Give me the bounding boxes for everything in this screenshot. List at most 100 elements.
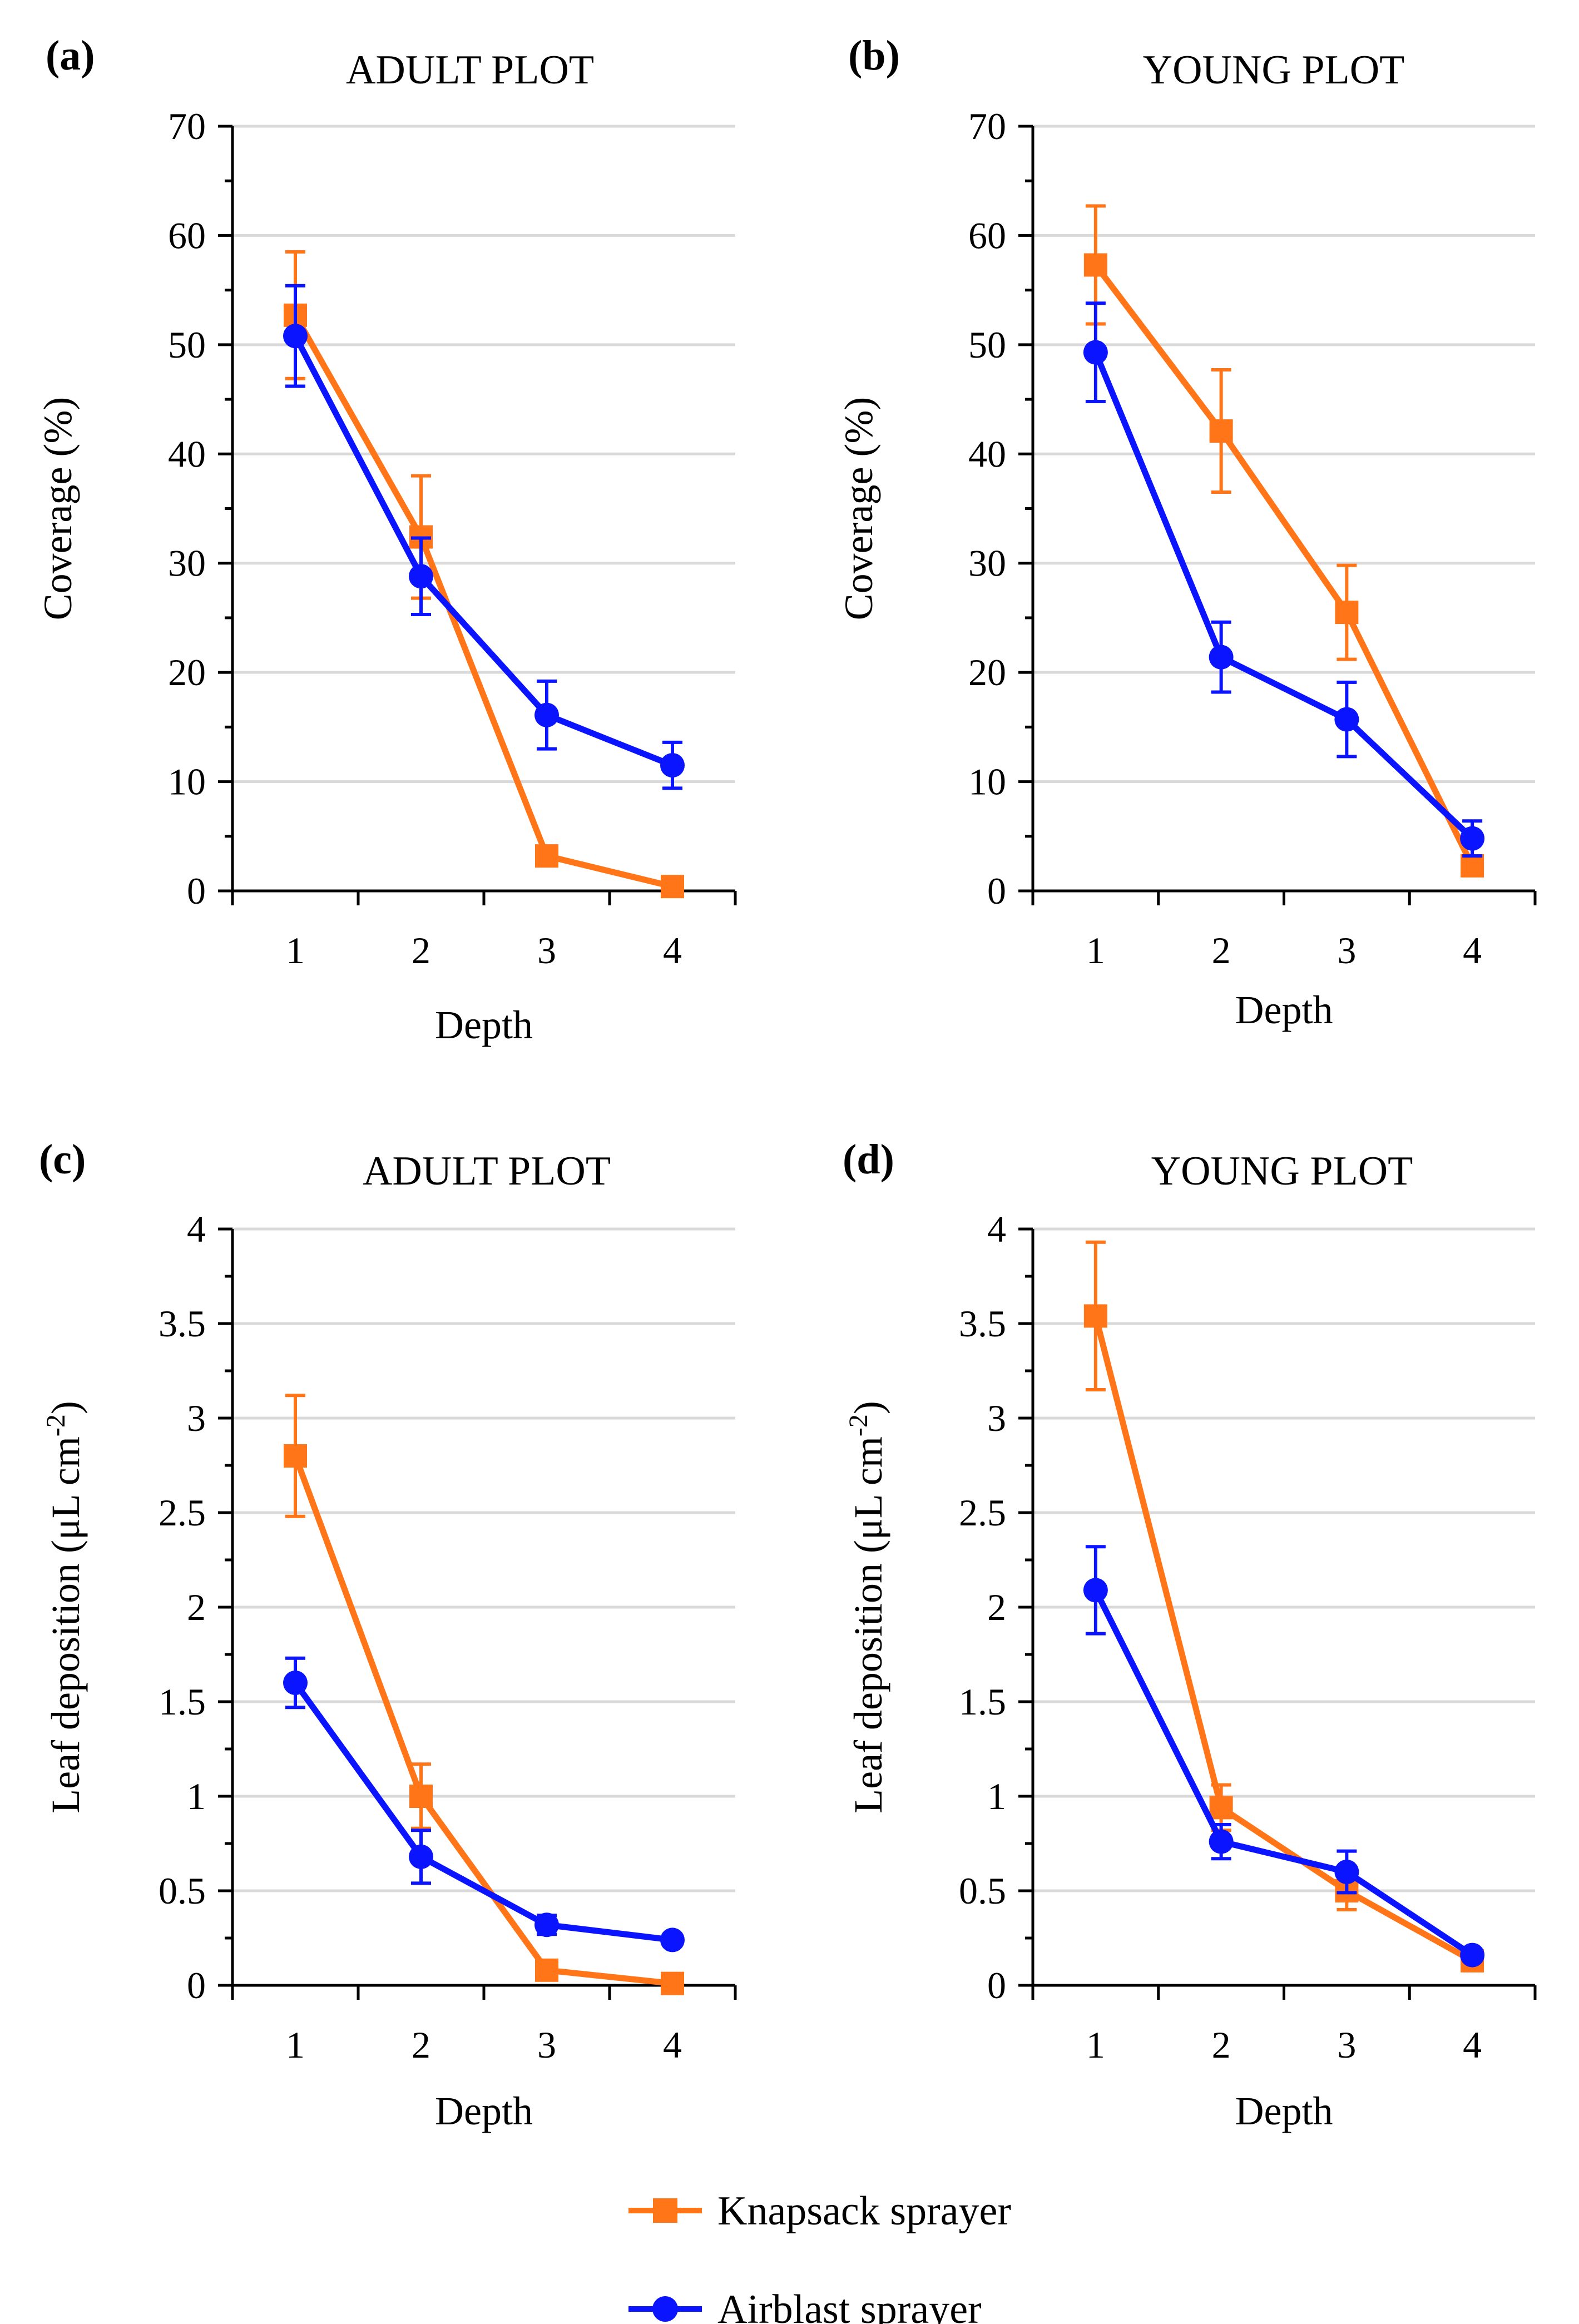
data-point	[1334, 707, 1359, 732]
panel-label: (d)	[843, 1136, 894, 1183]
data-point	[409, 1785, 433, 1808]
y-axis-label-superscript: -2	[41, 1414, 71, 1436]
x-tick-label: 3	[537, 2024, 556, 2066]
x-tick-label: 4	[663, 2024, 682, 2066]
y-tick-label: 50	[968, 324, 1006, 366]
y-tick-label: 1.5	[959, 1681, 1006, 1723]
x-tick-label: 1	[1086, 2024, 1105, 2066]
y-tick-label: 3.5	[959, 1302, 1006, 1345]
chart-title: YOUNG PLOT	[1143, 47, 1405, 93]
y-tick-label: 70	[968, 105, 1006, 147]
y-axis-label: Coverage (%)	[36, 397, 80, 621]
series-line	[1092, 351, 1474, 841]
data-point	[1209, 1829, 1234, 1854]
legend-label-airblast: Airblast sprayer	[717, 2287, 982, 2324]
x-axis-label: Depth	[1235, 2089, 1333, 2133]
data-point	[1334, 1860, 1359, 1884]
y-tick-label: 40	[968, 433, 1006, 475]
x-tick-label: 2	[1212, 2024, 1231, 2066]
y-tick-label: 40	[168, 433, 206, 475]
series-airblast	[1083, 301, 1485, 858]
y-axis-label-main: Leaf deposition (μL cm	[846, 1436, 890, 1813]
data-point	[1460, 826, 1485, 851]
y-tick-label: 20	[968, 651, 1006, 693]
series-line	[293, 314, 674, 890]
data-point	[1083, 340, 1108, 365]
y-tick-label: 3	[187, 1397, 206, 1439]
panel-label: (b)	[848, 32, 900, 79]
series-line	[1092, 1315, 1474, 1964]
x-axis-label: Depth	[1235, 988, 1333, 1032]
y-tick-label: 20	[168, 651, 206, 693]
x-tick-label: 1	[286, 929, 305, 972]
chart-title: ADULT PLOT	[346, 47, 594, 93]
chart-panel-4: 0 0.5 1 1.5 2 2.5 3 3.5 4 1 2 3 4 (d) YOUNG PLOT Depth L…	[843, 1136, 1537, 2133]
legend-marker-airblast	[652, 2296, 678, 2322]
chart-title: YOUNG PLOT	[1151, 1148, 1413, 1194]
data-point	[1083, 253, 1107, 277]
y-tick-label: 2	[987, 1586, 1006, 1628]
y-tick-label: 2.5	[959, 1491, 1006, 1534]
series-line	[1093, 263, 1476, 868]
data-point	[661, 1971, 684, 1995]
series-airblast	[1083, 1545, 1485, 1968]
y-axis-label-main: Coverage (%)	[36, 397, 80, 621]
series-line	[293, 1681, 673, 1943]
data-point	[1335, 601, 1359, 625]
y-tick-label: 4	[987, 1208, 1006, 1250]
panel-label: (c)	[39, 1136, 86, 1183]
chart-title: ADULT PLOT	[363, 1148, 611, 1194]
y-axis-label: Coverage (%)	[836, 397, 881, 621]
x-tick-label: 1	[1086, 929, 1105, 972]
y-axis-label: Leaf deposition (μL cm-2)	[41, 1401, 88, 1813]
y-tick-label: 4	[187, 1208, 206, 1250]
data-point	[534, 702, 559, 727]
data-point	[283, 324, 308, 349]
data-point	[283, 1671, 308, 1695]
legend-marker-knapsack	[653, 2198, 677, 2223]
data-point	[535, 1958, 558, 1982]
y-tick-label: 3.5	[159, 1302, 206, 1345]
data-point	[284, 1444, 307, 1468]
data-point	[1209, 1796, 1233, 1820]
x-tick-label: 2	[1212, 929, 1231, 972]
x-axis-label: Depth	[435, 2089, 533, 2133]
panel-label: (a)	[46, 32, 95, 79]
x-tick-label: 3	[537, 929, 556, 972]
y-axis-label-tail: )	[846, 1401, 890, 1414]
chart-panel-3: 0 0.5 1 1.5 2 2.5 3 3.5 4 1 2 3 4 (c) ADULT PLOT Depth L…	[39, 1136, 737, 2133]
y-tick-label: 0.5	[159, 1870, 206, 1912]
y-tick-label: 10	[168, 761, 206, 803]
series-line	[1092, 1588, 1474, 1958]
y-tick-label: 30	[168, 542, 206, 584]
legend-item-airblast: Airblast sprayer	[628, 2287, 982, 2324]
y-tick-label: 2	[187, 1586, 206, 1628]
y-tick-label: 1	[187, 1775, 206, 1817]
data-point	[661, 875, 684, 899]
y-tick-label: 50	[168, 324, 206, 366]
data-point	[534, 1912, 559, 1938]
y-axis-label-main: Coverage (%)	[836, 397, 881, 621]
y-axis-label-superscript: -2	[844, 1414, 873, 1436]
data-point	[660, 1927, 685, 1953]
data-point	[1461, 854, 1484, 878]
y-axis-label-main: Leaf deposition (μL cm	[43, 1436, 88, 1813]
legend-label-knapsack: Knapsack sprayer	[717, 2188, 1011, 2234]
x-tick-label: 4	[1463, 2024, 1482, 2066]
x-tick-label: 2	[412, 929, 430, 972]
data-point	[660, 753, 685, 778]
x-tick-label: 4	[1463, 929, 1482, 972]
x-axis-label: Depth	[435, 1003, 533, 1047]
x-tick-label: 3	[1337, 2024, 1356, 2066]
data-point	[1209, 419, 1233, 443]
data-point	[1083, 1578, 1108, 1603]
chart-panel-1: 0 10 20 30 40 50 60 70 1 2 3 4 (a) ADULT PLOT Depth Cov…	[36, 32, 737, 1047]
x-tick-label: 1	[286, 2024, 305, 2066]
y-tick-label: 0	[987, 870, 1006, 912]
data-point	[535, 844, 558, 868]
series-airblast	[283, 284, 685, 790]
y-tick-label: 1.5	[159, 1681, 206, 1723]
y-tick-label: 70	[168, 105, 206, 147]
x-tick-label: 2	[412, 2024, 430, 2066]
